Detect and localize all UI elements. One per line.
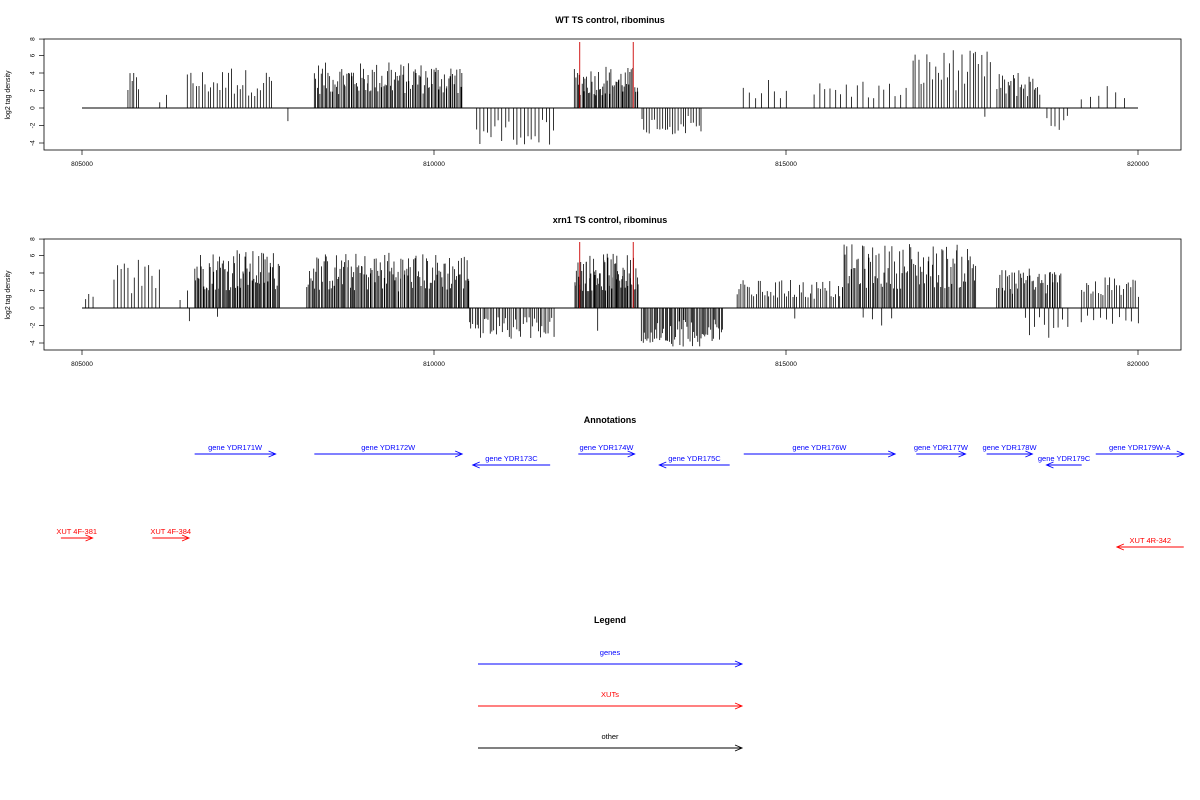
gene-feature-arrow: gene YDR171W [194, 443, 277, 458]
gene-feature-label: gene YDR177W [914, 443, 969, 452]
xrn1-position-markers [579, 242, 634, 308]
wt-x-tick-label: 820000 [1127, 161, 1149, 168]
xrn1-panel-title: xrn1 TS control, ribominus [553, 215, 668, 225]
wt-y-axis: -4 -2 0 2 4 6 8 [30, 37, 44, 146]
wt-y-tick-label: 4 [30, 71, 37, 75]
xrn1-x-tick-label: 810000 [423, 361, 445, 368]
xrn1-y-tick-label: 2 [30, 288, 37, 292]
wt-y-tick-label: 8 [30, 37, 37, 41]
gene-feature-label: gene YDR174W [579, 443, 634, 452]
xrn1-y-tick-label: 8 [30, 237, 37, 241]
gene-feature-arrow: gene YDR175C [658, 454, 730, 469]
xut-feature-arrow: XUT 4R-342 [1115, 536, 1184, 551]
xrn1-y-tick-label: -2 [30, 322, 37, 328]
legend-label-xuts: XUTs [601, 690, 619, 699]
gene-feature-arrow: gene YDR174W [578, 443, 636, 458]
wt-y-tick-label: 0 [30, 106, 37, 110]
wt-panel-title: WT TS control, ribominus [555, 15, 665, 25]
legend-entry-genes: genes [478, 648, 744, 668]
annotations-panel: Annotations gene YDR171W gene YDR172Wgene… [56, 415, 1185, 551]
gene-feature-label: gene YDR173C [485, 454, 538, 463]
legend-title: Legend [594, 615, 626, 625]
legend: Legend genes XUTs other [478, 615, 744, 752]
xrn1-x-tick-label: 820000 [1127, 361, 1149, 368]
xut-feature-label: XUT 4R-342 [1130, 536, 1172, 545]
wt-y-tick-label: 2 [30, 88, 37, 92]
wt-x-tick-label: 810000 [423, 161, 445, 168]
gene-feature-label: gene YDR171W [208, 443, 263, 452]
xrn1-y-tick-label: 4 [30, 271, 37, 275]
wt-y-tick-label: -4 [30, 140, 37, 146]
gene-feature-arrow: gene YDR173C [471, 454, 551, 469]
wt-x-tick-label: 805000 [71, 161, 93, 168]
legend-entry-xuts: XUTs [478, 690, 744, 710]
xrn1-y-tick-label: -4 [30, 340, 37, 346]
xut-feature-arrow: XUT 4F-384 [150, 527, 191, 542]
xrn1-y-axis-label: log2 tag density [5, 270, 12, 320]
xrn1-y-tick-label: 0 [30, 306, 37, 310]
xrn1-x-tick-label: 815000 [775, 361, 797, 368]
gene-feature-arrow: gene YDR172W [314, 443, 464, 458]
xrn1-x-tick-label: 805000 [71, 361, 93, 368]
xrn1-x-axis: 805000 810000 815000 820000 [71, 350, 1149, 368]
annotations-title: Annotations [584, 415, 637, 425]
wt-y-axis-label: log2 tag density [5, 70, 12, 120]
wt-coverage-bars [127, 50, 1125, 145]
xut-feature-label: XUT 4F-384 [150, 527, 191, 536]
annotation-features: gene YDR171W gene YDR172W gene YDR173C gene… [56, 443, 1185, 551]
gene-feature-label: gene YDR178W [982, 443, 1037, 452]
wt-y-tick-label: -2 [30, 122, 37, 128]
xut-feature-arrow: XUT 4F-381 [56, 527, 97, 542]
legend-label-other: other [601, 732, 619, 741]
gene-feature-arrow: gene YDR177W [914, 443, 969, 458]
gene-feature-label: gene YDR172W [361, 443, 416, 452]
gene-feature-arrow: gene YDR179C [1038, 454, 1091, 469]
xrn1-y-tick-label: 6 [30, 253, 37, 257]
xrn1-plot-frame [43, 238, 1182, 351]
wt-position-markers [579, 42, 634, 108]
wt-x-axis: 805000 810000 815000 820000 [71, 150, 1149, 168]
gene-feature-arrow: gene YDR176W [743, 443, 897, 458]
wt-plot-frame [43, 38, 1182, 151]
gene-feature-arrow: gene YDR179W-A [1095, 443, 1185, 458]
legend-label-genes: genes [600, 648, 621, 657]
gene-feature-label: gene YDR179W-A [1109, 443, 1170, 452]
xrn1-coverage-bars [85, 244, 1139, 347]
gene-feature-arrow: gene YDR178W [982, 443, 1037, 458]
wt-coverage-panel: WT TS control, ribominus log2 tag densit… [5, 15, 1182, 168]
gene-feature-label: gene YDR176W [792, 443, 847, 452]
gene-feature-label: gene YDR179C [1038, 454, 1091, 463]
gene-feature-label: gene YDR175C [668, 454, 721, 463]
legend-entries: genes XUTs other [478, 648, 744, 752]
wt-y-tick-label: 6 [30, 53, 37, 57]
xut-feature-label: XUT 4F-381 [56, 527, 97, 536]
legend-entry-other: other [478, 732, 744, 752]
xrn1-y-axis: -4 -2 0 2 4 6 8 [30, 237, 44, 346]
xrn1-coverage-panel: xrn1 TS control, ribominus log2 tag dens… [5, 215, 1182, 368]
wt-x-tick-label: 815000 [775, 161, 797, 168]
